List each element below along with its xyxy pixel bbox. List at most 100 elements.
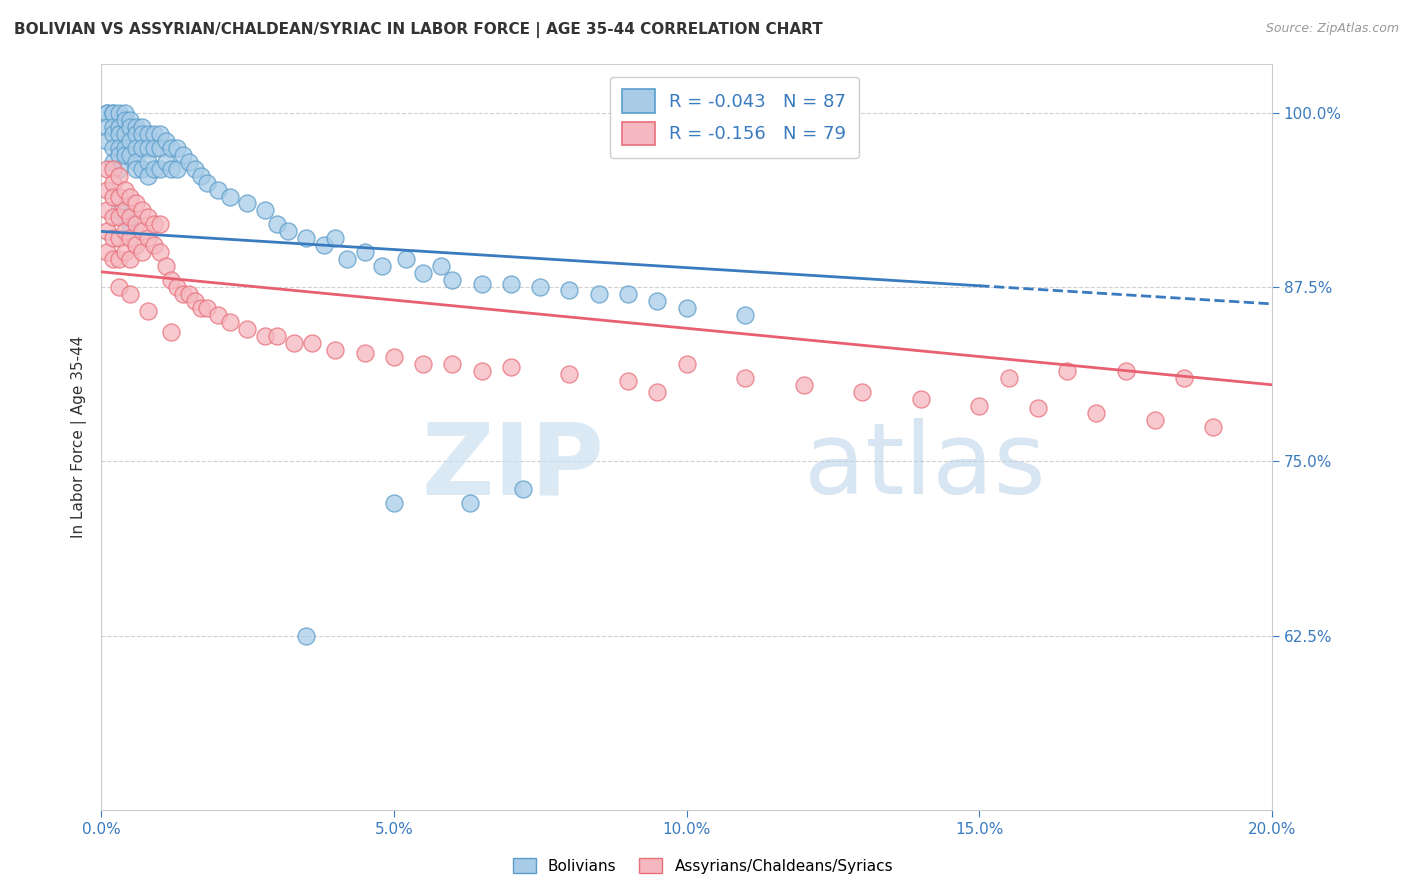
Legend: R = -0.043   N = 87, R = -0.156   N = 79: R = -0.043 N = 87, R = -0.156 N = 79 [610,77,859,158]
Point [195,301,218,315]
Point [219,189,242,203]
Point [283,335,305,350]
Point [177,287,200,301]
Point [166,141,188,155]
Point [675,357,697,371]
Point [131,161,153,176]
Point [149,127,172,141]
Point [131,120,153,134]
Point [96,106,118,120]
Text: BOLIVIAN VS ASSYRIAN/CHALDEAN/SYRIAC IN LABOR FORCE | AGE 35-44 CORRELATION CHAR: BOLIVIAN VS ASSYRIAN/CHALDEAN/SYRIAC IN … [14,22,823,38]
Point [323,231,346,245]
Point [190,301,212,315]
Point [125,120,148,134]
Point [107,169,129,183]
Text: atlas: atlas [804,418,1045,516]
Point [160,273,183,287]
Point [441,357,464,371]
Point [136,169,159,183]
Point [107,211,129,225]
Point [101,211,124,225]
Point [149,161,172,176]
Point [323,343,346,357]
Point [120,147,142,161]
Point [114,147,136,161]
Point [277,224,299,238]
Point [190,169,212,183]
Point [512,483,534,497]
Point [101,120,124,134]
Point [101,252,124,267]
Point [1173,371,1195,385]
Point [336,252,359,267]
Point [96,106,118,120]
Y-axis label: In Labor Force | Age 35-44: In Labor Force | Age 35-44 [72,336,87,538]
Point [96,224,118,238]
Point [499,277,522,292]
Point [471,364,494,378]
Point [142,141,165,155]
Point [114,112,136,127]
Point [441,273,464,287]
Point [1115,364,1137,378]
Point [429,259,451,273]
Point [120,287,142,301]
Point [266,329,288,343]
Point [142,238,165,252]
Point [155,259,177,273]
Point [353,245,375,260]
Point [1085,406,1108,420]
Point [107,141,129,155]
Point [107,161,129,176]
Point [499,359,522,374]
Point [125,196,148,211]
Point [120,231,142,245]
Point [114,203,136,218]
Point [120,211,142,225]
Point [107,147,129,161]
Point [645,384,668,399]
Point [166,161,188,176]
Point [412,357,434,371]
Text: Source: ZipAtlas.com: Source: ZipAtlas.com [1265,22,1399,36]
Point [96,183,118,197]
Point [101,176,124,190]
Point [120,252,142,267]
Point [458,496,481,510]
Point [96,203,118,218]
Point [558,367,581,381]
Point [149,218,172,232]
Point [301,335,323,350]
Point [295,629,318,643]
Point [155,134,177,148]
Point [101,154,124,169]
Point [184,294,207,309]
Point [107,189,129,203]
Point [101,231,124,245]
Point [125,154,148,169]
Point [107,231,129,245]
Point [177,154,200,169]
Legend: Bolivians, Assyrians/Chaldeans/Syriacs: Bolivians, Assyrians/Chaldeans/Syriacs [506,852,900,880]
Point [114,211,136,225]
Point [120,218,142,232]
Point [136,127,159,141]
Point [236,196,259,211]
Point [172,287,194,301]
Point [114,224,136,238]
Point [101,189,124,203]
Point [136,154,159,169]
Point [131,224,153,238]
Point [96,245,118,260]
Point [96,134,118,148]
Text: ZIP: ZIP [422,418,605,516]
Point [149,141,172,155]
Point [207,308,229,322]
Point [236,322,259,336]
Point [312,238,335,252]
Point [107,120,129,134]
Point [107,203,129,218]
Point [160,161,183,176]
Point [1143,412,1166,426]
Point [184,161,207,176]
